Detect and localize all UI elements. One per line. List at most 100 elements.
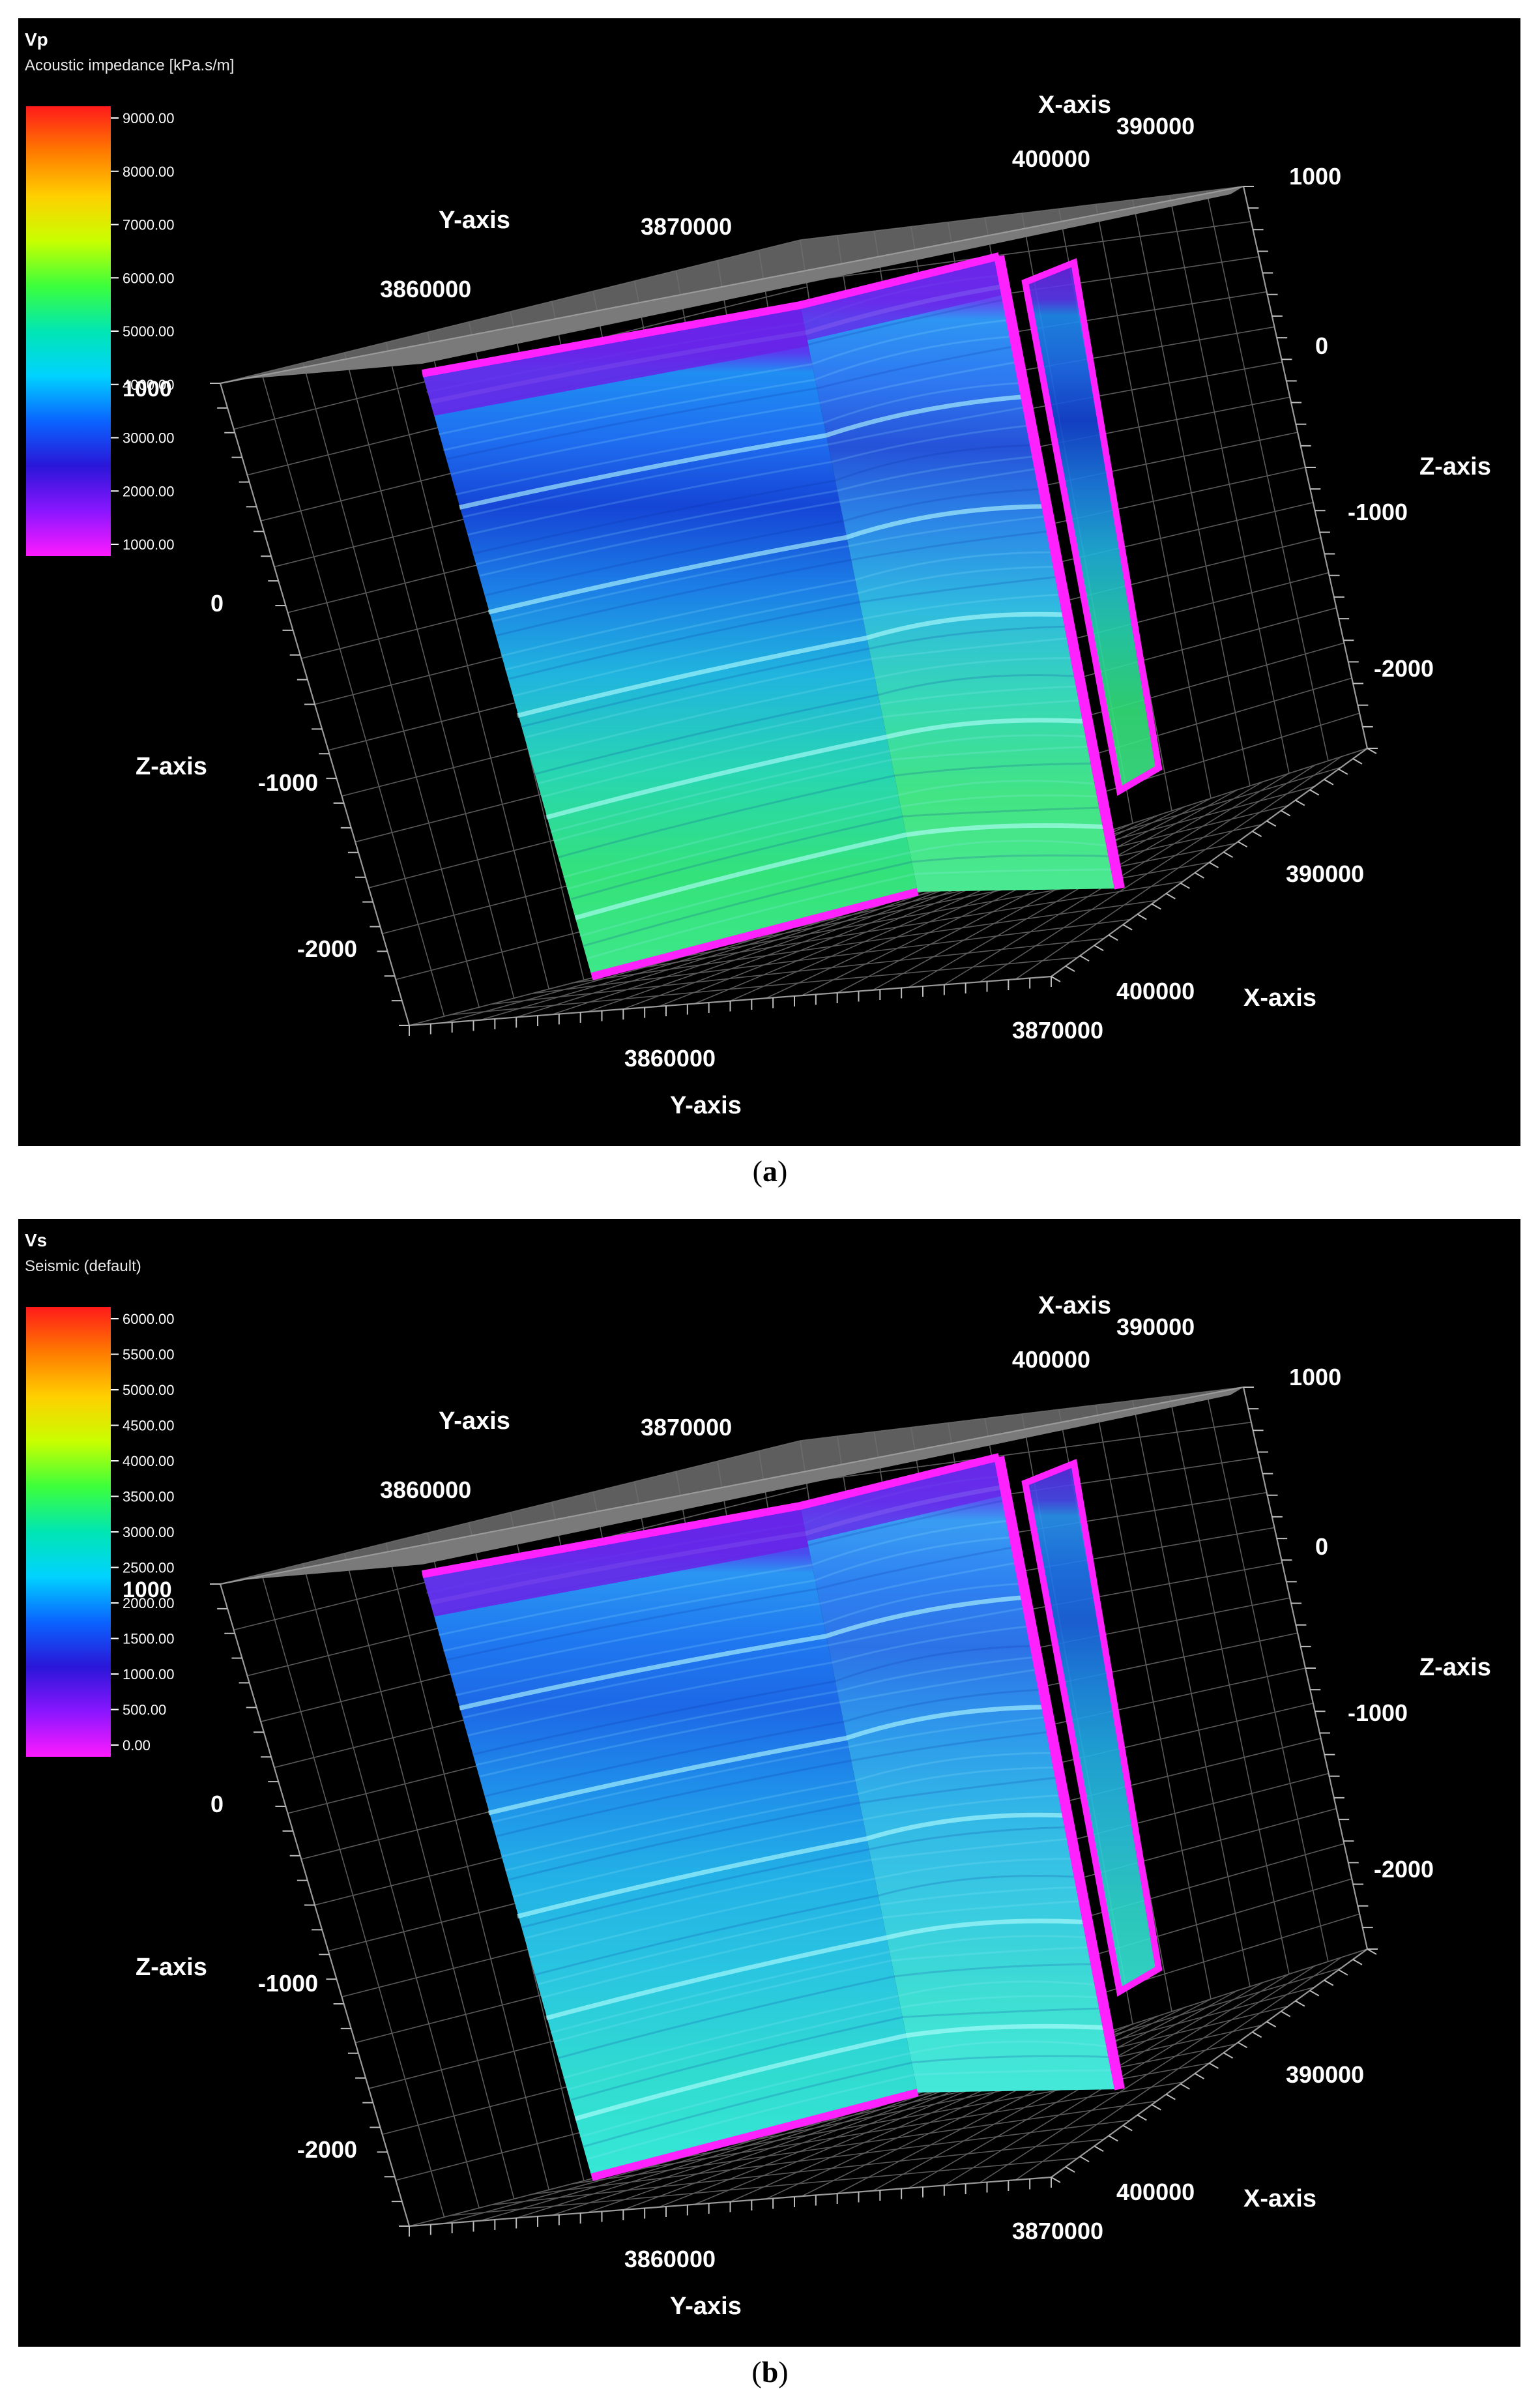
colorbar-tick-label: 2000.00 xyxy=(123,483,175,499)
colorbar-tick-label: 4500.00 xyxy=(123,1418,175,1434)
z-left-tick-0: 0 xyxy=(211,1791,224,1817)
colorbar-tick-label: 9000.00 xyxy=(123,110,175,126)
y-axis-title-bottom: Y-axis xyxy=(670,2293,742,2320)
colorbar-tick-label: 3500.00 xyxy=(123,1489,175,1505)
z-right-tick-minus-1000: -1000 xyxy=(1348,1699,1408,1726)
color-template-name: Seismic (default) xyxy=(25,1257,141,1275)
z-axis-title-left: Z-axis xyxy=(136,1954,207,1981)
section-back-frame xyxy=(1021,258,1163,796)
caption-b: (b) xyxy=(751,2355,789,2388)
colorbar-tick-label: 5000.00 xyxy=(123,323,175,340)
z-right-tick-0: 0 xyxy=(1315,1533,1328,1560)
z-axis-title-left: Z-axis xyxy=(136,753,207,780)
z-left-tick-minus-2000: -2000 xyxy=(297,2136,357,2163)
z-left-tick-minus-2000: -2000 xyxy=(297,935,357,962)
x-tick-top-390000: 390000 xyxy=(1116,113,1195,139)
shallow-band-inline xyxy=(422,1506,809,1617)
z-axis-title-right: Z-axis xyxy=(1419,1654,1491,1681)
shallow-band-crossline xyxy=(800,256,1007,340)
colorbar-ticks xyxy=(111,1318,119,1746)
frame-bottom xyxy=(590,888,919,980)
colorbar xyxy=(26,1307,111,1757)
section-crossline xyxy=(800,1457,1120,2092)
colorbar-ticks xyxy=(111,117,119,545)
colorbar-tick-label: 1500.00 xyxy=(123,1631,175,1647)
x-tick-bottom-390000: 390000 xyxy=(1286,860,1364,887)
z-left-tick-0: 0 xyxy=(211,590,224,617)
z-right-tick-1000: 1000 xyxy=(1289,163,1341,190)
y-tick-bottom-3860000: 3860000 xyxy=(624,1045,716,1072)
section-crossline-tint xyxy=(800,256,1120,892)
x-tick-bottom-400000: 400000 xyxy=(1116,978,1195,1005)
colorbar-tick-label: 0.00 xyxy=(123,1737,151,1754)
x-tick-bottom-390000: 390000 xyxy=(1286,2061,1364,2088)
volume-view-b: X-axis 400000 390000 Y-axis 3860000 3870000 10… xyxy=(25,1230,1491,2320)
colorbar-tick-label: 6000.00 xyxy=(123,270,175,286)
y-tick-bottom-3860000: 3860000 xyxy=(624,2246,716,2272)
edge-tick-marks xyxy=(210,186,1378,1036)
y-tick-bottom-3870000: 3870000 xyxy=(1012,1017,1103,1044)
section-inline xyxy=(422,305,918,976)
panel-a-vp-volume: X-axis 400000 390000 Y-axis 3860000 3870000 10… xyxy=(18,18,1520,1146)
z-right-tick-0: 0 xyxy=(1315,332,1328,359)
x-axis-title-bottom: X-axis xyxy=(1243,2185,1316,2212)
y-tick-top-3870000: 3870000 xyxy=(641,213,732,240)
colorbar-tick-label: 3000.00 xyxy=(123,1524,175,1540)
z-axis-title-right: Z-axis xyxy=(1419,453,1491,480)
section-crossline xyxy=(800,256,1120,892)
colorbar-tick-label: 3000.00 xyxy=(123,430,175,447)
z-right-tick-1000: 1000 xyxy=(1289,1364,1341,1390)
x-tick-top-400000: 400000 xyxy=(1012,1346,1090,1373)
property-name: Vs xyxy=(25,1230,47,1250)
color-template-name: Acoustic impedance [kPa.s/m] xyxy=(25,57,234,74)
z-right-tick-minus-2000: -2000 xyxy=(1374,655,1434,682)
x-tick-top-400000: 400000 xyxy=(1012,145,1090,172)
colorbar-tick-label: 4000.00 xyxy=(123,1453,175,1469)
colorbar-tick-label: 4000.00 xyxy=(123,377,175,393)
z-right-tick-minus-1000: -1000 xyxy=(1348,499,1408,525)
y-tick-bottom-3870000: 3870000 xyxy=(1012,2218,1103,2244)
z-left-tick-minus-1000: -1000 xyxy=(258,769,318,796)
colorbar xyxy=(26,106,111,556)
colorbar-overlay-label: 1000 xyxy=(123,1578,172,1602)
section-inline xyxy=(422,1506,918,2177)
volume-view-a: X-axis 400000 390000 Y-axis 3860000 3870000 10… xyxy=(25,29,1491,1119)
colorbar-tick-label: 1000.00 xyxy=(123,1666,175,1682)
z-left-tick-minus-1000: -1000 xyxy=(258,1970,318,1997)
colorbar-tick-label: 2000.00 xyxy=(123,1595,175,1611)
frame-right xyxy=(994,255,1125,890)
section-back xyxy=(1025,263,1159,791)
y-tick-top-3870000: 3870000 xyxy=(641,1414,732,1441)
frame-top xyxy=(421,1453,1000,1578)
x-tick-bottom-400000: 400000 xyxy=(1116,2179,1195,2205)
z-right-tick-minus-2000: -2000 xyxy=(1374,1856,1434,1883)
y-tick-top-3860000: 3860000 xyxy=(380,1476,471,1503)
colorbar-tick-label: 7000.00 xyxy=(123,217,175,233)
section-back xyxy=(1025,1463,1159,1991)
section-back-frame xyxy=(1021,1459,1163,1997)
colorbar-tick-label: 2500.00 xyxy=(123,1560,175,1576)
y-axis-title-top: Y-axis xyxy=(439,1407,510,1435)
caption-a: (a) xyxy=(752,1154,788,1188)
colorbar-tick-label: 6000.00 xyxy=(123,1311,175,1327)
x-tick-top-390000: 390000 xyxy=(1116,1314,1195,1340)
horizon-layers xyxy=(426,274,1117,960)
y-tick-top-3860000: 3860000 xyxy=(380,276,471,302)
shallow-band-inline xyxy=(422,305,809,416)
x-axis-title-bottom: X-axis xyxy=(1243,984,1316,1012)
frame-right xyxy=(994,1456,1125,2091)
y-axis-title-bottom: Y-axis xyxy=(670,1092,742,1119)
colorbar-tick-label: 5500.00 xyxy=(123,1347,175,1363)
colorbar-tick-label: 5000.00 xyxy=(123,1382,175,1398)
frame-top xyxy=(421,252,1000,377)
panel-b-vs-volume: X-axis 400000 390000 Y-axis 3860000 3870000 10… xyxy=(18,1219,1520,2347)
edge-tick-marks xyxy=(210,1387,1378,2237)
colorbar-overlay-label: 1000 xyxy=(123,377,172,402)
frame-bottom xyxy=(590,2089,919,2181)
x-axis-title-top: X-axis xyxy=(1038,1292,1111,1319)
section-crossline-tint xyxy=(800,1457,1120,2092)
colorbar-tick-label: 8000.00 xyxy=(123,164,175,180)
property-name: Vp xyxy=(25,29,48,50)
colorbar-tick-label: 500.00 xyxy=(123,1702,166,1718)
y-axis-title-top: Y-axis xyxy=(439,207,510,234)
